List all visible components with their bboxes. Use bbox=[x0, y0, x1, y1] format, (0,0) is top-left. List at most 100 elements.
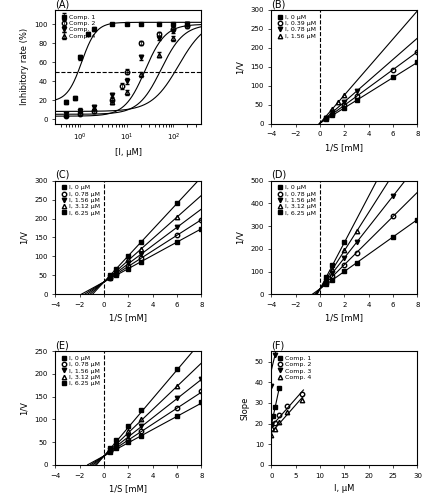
Line: I, 0.78 μM: I, 0.78 μM bbox=[324, 88, 359, 120]
Line: I, 3.12 μM: I, 3.12 μM bbox=[324, 229, 359, 281]
I, 0.39 μM bbox=[354, 94, 359, 100]
Text: (B): (B) bbox=[271, 0, 286, 9]
Line: I, 0 μM: I, 0 μM bbox=[108, 226, 204, 280]
I, 0.78 μM bbox=[199, 216, 204, 222]
Line: I, 0.78 μM: I, 0.78 μM bbox=[108, 218, 204, 280]
I, 0 μM bbox=[324, 282, 329, 288]
I, 6.25 μM bbox=[199, 176, 204, 182]
I, 6.25 μM bbox=[175, 366, 180, 372]
Line: I, 1.56 μM: I, 1.56 μM bbox=[108, 225, 179, 279]
I, 6.25 μM bbox=[199, 338, 204, 344]
I, 1.56 μM bbox=[175, 224, 180, 230]
I, 3.12 μM bbox=[175, 383, 180, 389]
Comp. 1 bbox=[271, 414, 276, 420]
X-axis label: 1/S [mM]: 1/S [mM] bbox=[325, 143, 363, 152]
I, 6.25 μM bbox=[126, 254, 131, 260]
Line: I, 0 μM: I, 0 μM bbox=[324, 60, 420, 122]
I, 0.78 μM bbox=[330, 273, 335, 279]
Legend: Comp. 1, Comp. 2, Comp. 3, Comp. 4: Comp. 1, Comp. 2, Comp. 3, Comp. 4 bbox=[58, 13, 97, 40]
I, 1.56 μM bbox=[175, 394, 180, 400]
I, 0.78 μM bbox=[114, 270, 119, 276]
Line: I, 0 μM: I, 0 μM bbox=[324, 218, 420, 286]
I, 0.39 μM bbox=[415, 48, 420, 54]
Comp. 3 bbox=[273, 352, 278, 358]
Line: Comp. 3: Comp. 3 bbox=[269, 252, 304, 388]
Comp. 1 bbox=[269, 420, 274, 426]
Line: Comp. 1: Comp. 1 bbox=[269, 386, 281, 426]
I, 0 μM bbox=[175, 239, 180, 245]
I, 0 μM bbox=[138, 259, 143, 265]
Comp. 2 bbox=[276, 412, 282, 418]
Text: (A): (A) bbox=[55, 0, 69, 9]
I, 1.56 μM bbox=[114, 442, 119, 448]
I, 0 μM bbox=[138, 433, 143, 439]
I, 0 μM bbox=[108, 450, 113, 456]
I, 0.78 μM bbox=[324, 114, 329, 120]
I, 6.25 μM bbox=[330, 262, 335, 268]
Line: I, 1.56 μM: I, 1.56 μM bbox=[324, 194, 395, 283]
I, 0.39 μM bbox=[342, 102, 347, 108]
I, 0 μM bbox=[324, 116, 329, 122]
Line: I, 0.78 μM: I, 0.78 μM bbox=[108, 389, 204, 454]
I, 6.25 μM bbox=[126, 424, 131, 430]
X-axis label: 1/S [mM]: 1/S [mM] bbox=[325, 314, 363, 322]
I, 0 μM bbox=[114, 272, 119, 278]
I, 3.12 μM bbox=[354, 228, 359, 234]
I, 0 μM bbox=[199, 399, 204, 405]
I, 6.25 μM bbox=[175, 200, 180, 206]
X-axis label: I, μM: I, μM bbox=[334, 484, 355, 493]
I, 1.56 μM bbox=[330, 106, 335, 112]
Line: I, 0.78 μM: I, 0.78 μM bbox=[324, 214, 395, 285]
Comp. 3 bbox=[269, 384, 274, 390]
I, 0 μM bbox=[391, 234, 396, 240]
I, 3.12 μM bbox=[114, 440, 119, 446]
I, 1.56 μM bbox=[108, 274, 113, 280]
I, 6.25 μM bbox=[108, 272, 113, 278]
I, 0.78 μM bbox=[342, 99, 347, 105]
I, 0.78 μM bbox=[391, 214, 396, 220]
Comp. 4 bbox=[284, 410, 289, 416]
Legend: I, 0 μM, I, 0.78 μM, I, 1.56 μM, I, 3.12 μM, I, 6.25 μM: I, 0 μM, I, 0.78 μM, I, 1.56 μM, I, 3.12… bbox=[58, 354, 101, 388]
I, 0 μM bbox=[391, 74, 396, 80]
Text: (E): (E) bbox=[55, 340, 69, 350]
I, 1.56 μM bbox=[330, 270, 335, 276]
I, 0.39 μM bbox=[324, 116, 329, 121]
I, 1.56 μM bbox=[342, 92, 347, 98]
I, 0.78 μM bbox=[108, 448, 113, 454]
I, 3.12 μM bbox=[138, 246, 143, 252]
I, 3.12 μM bbox=[108, 446, 113, 452]
Text: (D): (D) bbox=[271, 170, 287, 180]
Comp. 4 bbox=[276, 418, 282, 424]
I, 3.12 μM bbox=[342, 248, 347, 254]
I, 6.25 μM bbox=[138, 408, 143, 414]
Line: I, 6.25 μM: I, 6.25 μM bbox=[108, 339, 204, 450]
I, 0 μM bbox=[126, 266, 131, 272]
Comp. 2 bbox=[299, 390, 305, 396]
I, 0.39 μM bbox=[330, 111, 335, 117]
X-axis label: [I, μM]: [I, μM] bbox=[115, 148, 142, 157]
I, 6.25 μM bbox=[114, 437, 119, 443]
X-axis label: 1/S [mM]: 1/S [mM] bbox=[109, 484, 147, 493]
I, 3.12 μM bbox=[114, 268, 119, 274]
Legend: I, 0 μM, I, 0.39 μM, I, 0.78 μM, I, 1.56 μM: I, 0 μM, I, 0.39 μM, I, 0.78 μM, I, 1.56… bbox=[275, 13, 318, 40]
I, 1.56 μM bbox=[199, 376, 204, 382]
I, 0.78 μM bbox=[138, 428, 143, 434]
Legend: Comp. 1, Comp. 2, Comp. 3, Comp. 4: Comp. 1, Comp. 2, Comp. 3, Comp. 4 bbox=[275, 354, 313, 381]
Y-axis label: Slope: Slope bbox=[240, 396, 249, 420]
I, 0.78 μM bbox=[175, 232, 180, 238]
X-axis label: 1/S [mM]: 1/S [mM] bbox=[109, 314, 147, 322]
Comp. 4 bbox=[273, 426, 278, 432]
I, 0.78 μM bbox=[342, 262, 347, 268]
I, 0.39 μM bbox=[391, 66, 396, 72]
I, 1.56 μM bbox=[354, 240, 359, 246]
I, 0 μM bbox=[415, 216, 420, 222]
I, 0 μM bbox=[330, 276, 335, 282]
I, 0 μM bbox=[330, 112, 335, 118]
I, 0 μM bbox=[126, 439, 131, 445]
Y-axis label: 1/V: 1/V bbox=[20, 230, 29, 244]
I, 3.12 μM bbox=[126, 256, 131, 262]
I, 1.56 μM bbox=[108, 448, 113, 454]
Comp. 3 bbox=[276, 322, 282, 328]
I, 1.56 μM bbox=[391, 193, 396, 199]
Comp. 2 bbox=[269, 426, 274, 432]
